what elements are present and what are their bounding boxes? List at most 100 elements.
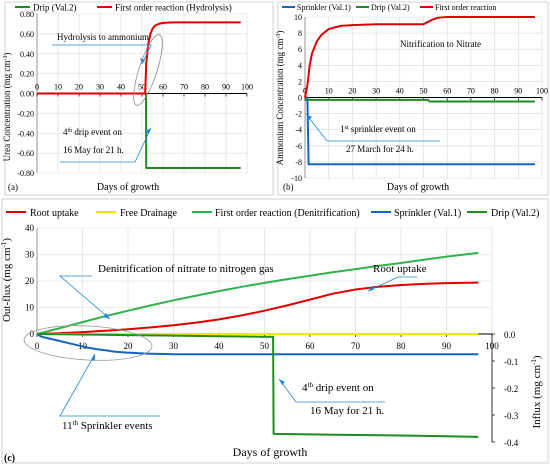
- panel-c-annotation-drip-leader: [278, 378, 385, 403]
- y-tick-label: 40: [25, 223, 35, 233]
- panel-a-annotation-drip-event-arrowhead: [145, 128, 151, 134]
- y-tick-label: -2: [295, 110, 302, 119]
- panel-b-series: [304, 16, 535, 166]
- panel-c-y-axis-label-right: Influx (mg cm-1): [530, 355, 543, 428]
- panel-a-annotation-hydrolysis-arrowhead: [140, 58, 145, 64]
- y-right-tick-label: 0.0: [504, 330, 516, 340]
- panel-a-y-axis-label: Urea Concentration (mg cm-3): [2, 53, 12, 162]
- panel-c-annotation-denitrification-arrowhead: [103, 313, 110, 319]
- x-tick-label: 50: [260, 341, 270, 351]
- panel-a-legend: Drip (Val.2) First order reaction (Hydro…: [15, 3, 232, 13]
- panel-c-annotation-drip-arrowhead: [279, 379, 285, 385]
- y-tick-label: -4: [295, 126, 302, 135]
- panel-c-annotation-sprinkler-leader: [59, 353, 160, 417]
- x-tick-label: 60: [306, 341, 316, 351]
- series-line-first-order-reaction-denitrification: [36, 251, 479, 335]
- panel-c-annotation-root-uptake-leader: [367, 276, 417, 292]
- series-line-drip-val-2: [305, 98, 535, 103]
- y-tick-label: 10: [25, 303, 35, 313]
- x-tick-label: 20: [124, 341, 134, 351]
- series-line-root-uptake: [36, 281, 479, 335]
- x-tick-label: 80: [397, 341, 407, 351]
- y-tick-label: -0.80: [17, 169, 34, 178]
- panel-a: Drip (Val.2) First order reaction (Hydro…: [2, 1, 274, 196]
- x-tick-label: 80: [201, 83, 209, 92]
- panel-b-y-axis-label: Ammonium Concentration (mg cm-3): [275, 31, 285, 166]
- panel-c-frame: [1, 198, 549, 464]
- panel-c-annotation-root-uptake-arrowhead: [368, 286, 374, 291]
- y-tick-label: 2: [298, 77, 302, 86]
- panel-a-annotation-hydrolysis-leader: [52, 44, 152, 65]
- y-right-tick-label: -0.2: [504, 384, 518, 394]
- panel-b-annotation-sprinkler-leader: [305, 113, 440, 142]
- panel-b-grid: [304, 16, 543, 179]
- panel-b-x-axis-label: Days of growth: [387, 182, 449, 193]
- legend-label-first-order: First order reaction: [435, 3, 496, 12]
- panel-c-x-axis-label: Days of growth: [233, 445, 308, 459]
- panel-c-legend: Root uptake Free Drainage First order re…: [6, 208, 539, 219]
- x-tick-label: 70: [467, 87, 475, 96]
- y-tick-label: -6: [295, 142, 302, 151]
- x-tick-label: 40: [117, 83, 125, 92]
- y-tick-label: -0.40: [17, 129, 34, 138]
- x-tick-label: 40: [215, 341, 225, 351]
- panel-b-annotation-sprinkler-arrowhead: [306, 114, 312, 120]
- panel-a-annotation-drip-event-line2: 16 May for 21 h.: [63, 145, 124, 155]
- x-tick-label: 0: [303, 87, 307, 96]
- panel-c-y-axis-label-left: Out-flux (mg cm-1): [0, 238, 13, 322]
- panel-b-label: (b): [283, 182, 294, 192]
- panel-c-annotation-denitrification: Denitrification of nitrate to nitrogen g…: [98, 263, 274, 275]
- panel-b-legend: Sprinkler (Val.1) Drip (Val.2) First ord…: [282, 3, 496, 12]
- y-tick-label: 8: [298, 29, 302, 38]
- x-tick-label: 50: [420, 87, 428, 96]
- panel-b-x-ticks: 0 10 20 30 40 50 60 70 80 90 100: [303, 87, 548, 101]
- x-tick-label: 10: [325, 87, 333, 96]
- y-tick-label: 4: [298, 61, 302, 70]
- panel-c-grid: [36, 227, 493, 335]
- panel-a-x-axis-label: Days of growth: [97, 182, 159, 193]
- y-tick-label: 0: [30, 329, 35, 339]
- legend-label-sprinkler: Sprinkler (Val.1): [297, 3, 351, 12]
- x-tick-label: 30: [169, 341, 179, 351]
- panel-c-y-ticks-left: 40 30 20 10 0: [25, 223, 35, 339]
- panel-c-annotation-drip-line2: 16 May for 21 h.: [310, 405, 384, 417]
- x-tick-label: 0: [35, 341, 40, 351]
- y-right-tick-label: -0.3: [504, 411, 519, 421]
- x-tick-label: 30: [372, 87, 380, 96]
- panel-c-series: [36, 251, 479, 438]
- x-tick-label: 70: [180, 83, 188, 92]
- x-tick-label: 100: [536, 87, 548, 96]
- y-tick-label: 30: [25, 250, 35, 260]
- legend-label-root-uptake: Root uptake: [30, 208, 79, 219]
- y-tick-label: 0.60: [20, 30, 34, 39]
- panel-a-frame: [4, 1, 274, 196]
- y-right-tick-label: -0.1: [504, 357, 518, 367]
- x-tick-label: 90: [514, 87, 522, 96]
- y-tick-label: 6: [298, 45, 302, 54]
- panel-a-hydrolysis-highlight: [133, 34, 163, 106]
- legend-label-drip: Drip (Val.2): [491, 208, 539, 219]
- x-tick-label: 100: [241, 83, 253, 92]
- x-tick-label: 0: [35, 83, 39, 92]
- series-line-first-order-reaction-hydrolysis: [37, 21, 241, 95]
- panel-a-annotation-drip-event-leader: [60, 127, 152, 163]
- series-line-first-order-reaction: [304, 16, 535, 98]
- y-tick-label: -8: [295, 158, 302, 167]
- panel-c-label: (c): [4, 453, 15, 464]
- y-tick-label: 0.40: [20, 50, 34, 59]
- series-line-drip-val-2: [36, 333, 479, 438]
- legend-label-denitrification: First order reaction (Denitrification): [215, 208, 360, 219]
- panel-a-label: (a): [8, 182, 18, 192]
- y-right-tick-label: -0.4: [504, 438, 519, 448]
- panel-b-frame: [277, 1, 549, 196]
- x-tick-label: 90: [222, 83, 230, 92]
- y-tick-label: -0.20: [17, 109, 34, 118]
- x-tick-label: 90: [442, 341, 452, 351]
- panel-c-annotation-denitrification-leader: [58, 275, 111, 320]
- panel-c: Root uptake Free Drainage First order re…: [0, 198, 549, 464]
- legend-label-sprinkler: Sprinkler (Val.1): [394, 208, 461, 219]
- panel-c-sprinkler-highlight: [23, 325, 153, 361]
- y-tick-label: 0.00: [20, 90, 34, 99]
- legend-label-first-order: First order reaction (Hydrolysis): [115, 3, 232, 13]
